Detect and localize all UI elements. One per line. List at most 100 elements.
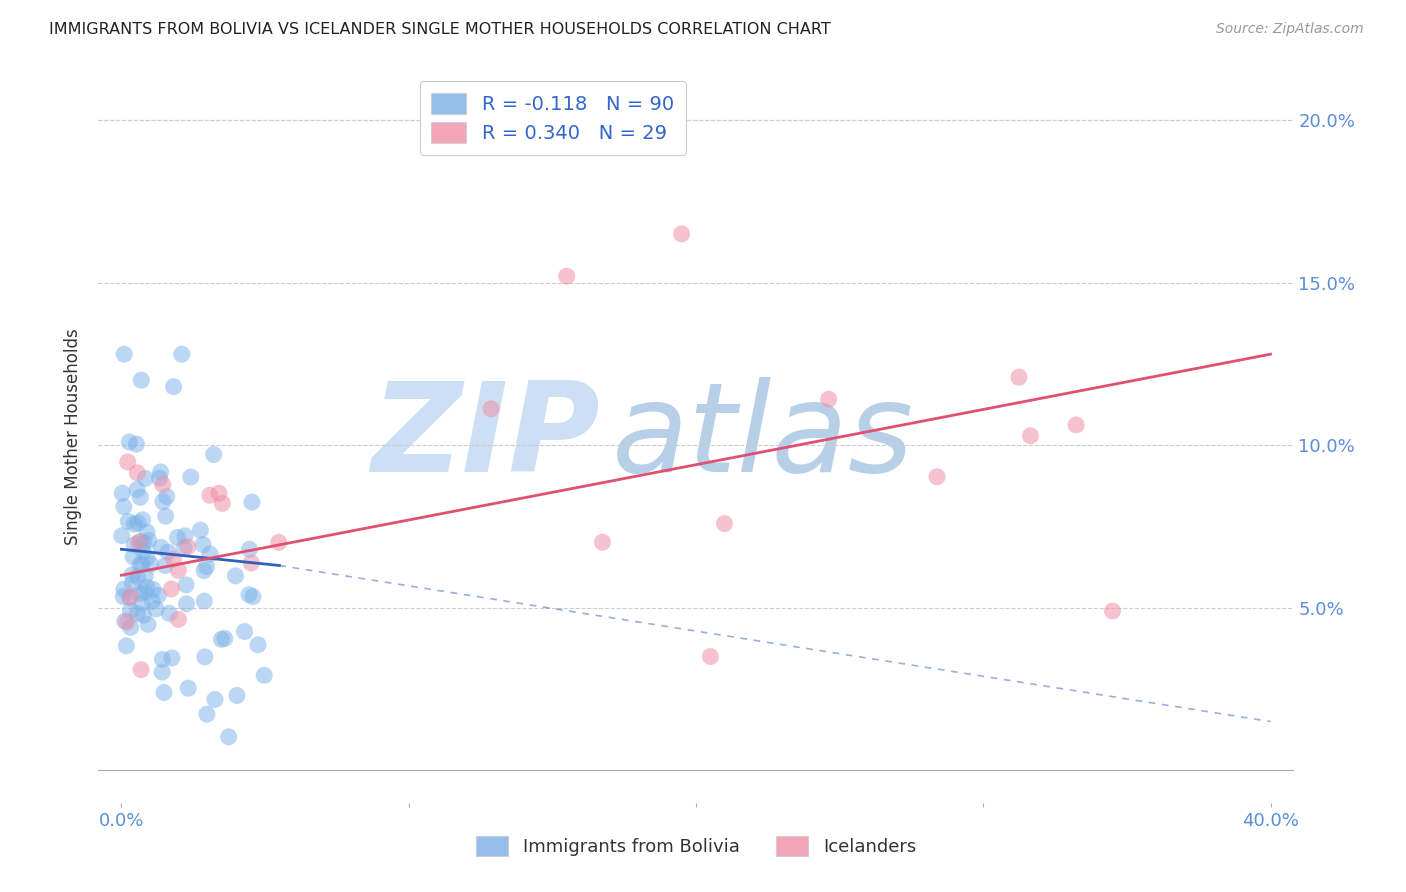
Point [131, 596, 153, 610]
Point [129, 663, 152, 677]
Point [148, 471, 170, 485]
Point [145, 602, 167, 616]
Point [191, 538, 214, 552]
Point [150, 665, 173, 680]
Point [160, 582, 183, 596]
Point [1019, 429, 1042, 443]
Point [156, 545, 179, 559]
Point [225, 569, 247, 583]
Point [238, 588, 260, 602]
Point [242, 590, 264, 604]
Point [180, 470, 202, 484]
Point [129, 490, 152, 504]
Point [121, 576, 143, 591]
Point [152, 494, 174, 508]
Point [118, 591, 141, 605]
Point [176, 597, 198, 611]
Point [142, 582, 165, 597]
Point [127, 570, 149, 584]
Point [111, 529, 134, 543]
Point [193, 594, 215, 608]
Point [214, 632, 236, 646]
Point [149, 465, 172, 479]
Point [204, 692, 226, 706]
Point [136, 551, 159, 566]
Point [129, 373, 152, 387]
Point [699, 649, 721, 664]
Point [128, 586, 150, 600]
Point [134, 568, 156, 582]
Point [148, 589, 170, 603]
Point [127, 607, 149, 621]
Point [131, 558, 153, 572]
Point [479, 401, 502, 416]
Point [132, 535, 155, 549]
Point [555, 269, 578, 284]
Point [209, 632, 232, 647]
Legend: Immigrants from Bolivia, Icelanders: Immigrants from Bolivia, Icelanders [465, 825, 927, 867]
Point [173, 541, 195, 555]
Point [112, 500, 135, 514]
Point [131, 513, 153, 527]
Point [218, 730, 240, 744]
Point [117, 514, 139, 528]
Point [226, 689, 249, 703]
Point [167, 563, 190, 577]
Point [120, 590, 142, 604]
Point [198, 488, 221, 502]
Point [157, 607, 180, 621]
Point [195, 707, 218, 722]
Point [114, 614, 136, 628]
Point [135, 580, 157, 594]
Point [120, 620, 142, 634]
Point [132, 608, 155, 623]
Point [127, 516, 149, 530]
Point [155, 509, 177, 524]
Point [150, 541, 173, 555]
Point [174, 578, 197, 592]
Point [174, 529, 197, 543]
Point [134, 585, 156, 599]
Point [240, 495, 263, 509]
Text: atlas: atlas [613, 376, 914, 498]
Point [127, 483, 149, 497]
Point [193, 564, 215, 578]
Point [132, 544, 155, 558]
Point [128, 535, 150, 549]
Point [152, 477, 174, 491]
Point [138, 533, 160, 548]
Point [141, 594, 163, 608]
Point [152, 652, 174, 666]
Point [817, 392, 839, 407]
Point [160, 651, 183, 665]
Point [127, 466, 149, 480]
Point [162, 552, 184, 566]
Point [177, 540, 200, 554]
Point [233, 624, 256, 639]
Point [112, 590, 135, 604]
Point [136, 524, 159, 539]
Point [128, 558, 150, 572]
Point [120, 603, 142, 617]
Point [162, 380, 184, 394]
Point [247, 638, 270, 652]
Point [925, 469, 948, 483]
Point [198, 547, 221, 561]
Point [129, 534, 152, 549]
Point [267, 535, 290, 549]
Point [117, 455, 139, 469]
Point [194, 649, 217, 664]
Point [153, 558, 176, 573]
Point [134, 471, 156, 485]
Point [1064, 417, 1087, 432]
Point [1101, 604, 1123, 618]
Point [166, 531, 188, 545]
Point [115, 615, 138, 629]
Point [122, 517, 145, 532]
Point [240, 556, 263, 570]
Point [177, 681, 200, 696]
Point [122, 549, 145, 564]
Point [238, 542, 260, 557]
Point [1008, 370, 1031, 384]
Text: ZIP: ZIP [371, 376, 600, 498]
